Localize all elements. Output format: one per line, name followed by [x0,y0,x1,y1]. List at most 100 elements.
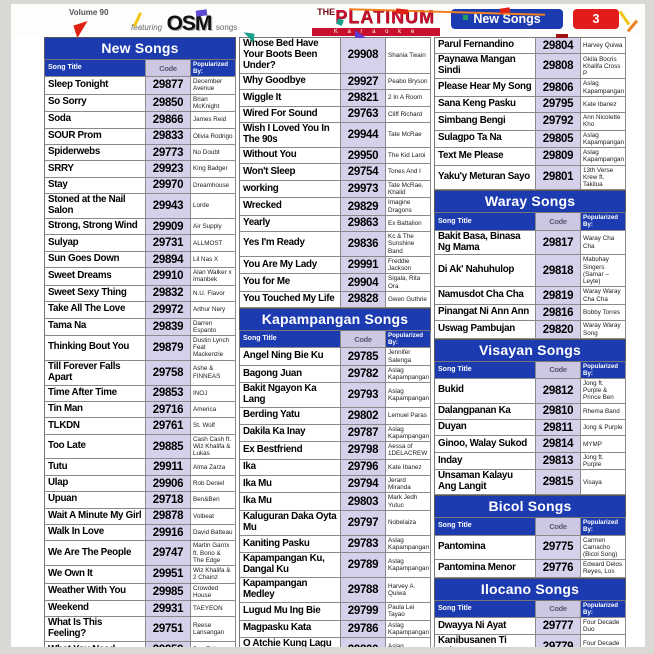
song-artist: Kate Ibanez [581,96,626,114]
song-title: Stay [45,177,146,195]
song-row: Sweet Sexy Thing 29832 N.U. Flavor [45,285,236,303]
song-artist: Ben&Ben [191,492,236,509]
song-title: Upuan [45,492,146,509]
song-artist: Lemuel Paras [386,408,431,425]
song-row: Sleep Tonight 29877 December Avenue [45,77,236,95]
volume-label: Volume 90 [69,8,109,17]
song-title: Dakila Ka Inay [240,424,341,443]
song-code: 29818 [536,255,581,288]
song-code: 29718 [146,492,191,509]
song-title: Parul Fernandino [435,38,536,55]
song-artist: Alan Walker x Imanbek [191,268,236,286]
column-header-code: Code [536,518,581,536]
song-row: TLKDN 29761 St. Wolf [45,418,236,435]
table-header-row: Song Title Code Popularized By: [435,600,626,618]
song-code: 29911 [146,459,191,476]
song-title: Till Forever Falls Apart [45,360,146,386]
logo-platinum: PLATINUM [335,7,435,27]
song-title: Take All The Love [45,302,146,319]
song-code: 29879 [146,335,191,361]
song-title: Ika Mu [240,476,341,494]
song-artist: Cash Cash ft. Wiz Khalifa & Lukas [191,434,236,460]
song-row: Thinking Bout You 29879 Dustin Lynch Feat … [45,335,236,361]
song-title: Sleep Tonight [45,77,146,95]
song-title: SOUR Prom [45,128,146,145]
song-artist: Sigala, Rita Ora [386,274,431,292]
song-artist: Harvey A. Quiwa [386,578,431,604]
song-row: Uswag Pambujan 29820 Waray Waray Song [435,321,626,339]
song-title: Pantomina [435,535,536,561]
song-table: Whose Bed Have Your Boots Been Under? 299… [239,37,431,309]
confetti-purple-triangle [355,30,366,38]
song-title: What You Need [45,642,146,647]
song-row: Yaku'y Meturan Sayo 29801 13th Verse Krew … [435,165,626,191]
song-code: 29931 [146,601,191,618]
song-code: 29802 [341,408,386,425]
song-table: Song Title Code Popularized By: Angel Ning … [239,330,431,647]
song-title: Ginoo, Walay Sukod [435,436,536,453]
song-row: Ika 29796 Kate Ibanez [240,459,431,476]
song-artist: Gkila Bocris Khalifa Cross P [581,54,626,80]
song-title: Angel Ning Bie Ku [240,348,341,366]
song-title: Ika Mu [240,493,341,511]
song-table: Song Title Code Popularized By: Bakit Basa,… [434,212,626,339]
song-title: Won't Sleep [240,164,341,181]
song-title: We Own It [45,566,146,584]
song-row: Weekend 29931 TAEYEON [45,601,236,618]
song-code: 29783 [341,535,386,554]
song-code: 29927 [341,73,386,91]
song-title: Time After Time [45,385,146,402]
song-row: Upuan 29718 Ben&Ben [45,492,236,509]
song-artist: James Reid [191,112,236,129]
song-artist: Kc & The Sunshine Band [386,232,431,257]
song-title: Text Me Please [435,148,536,166]
song-code: 29985 [146,583,191,602]
song-title: Sulagpo Ta Na [435,130,536,149]
song-code: 29866 [146,112,191,129]
song-artist: Shania Twain [386,38,431,74]
song-code: 29833 [146,128,191,145]
song-code: 29813 [536,452,581,471]
song-row: Unsaman Kalayu Ang Langit 29815 Visaya [435,470,626,496]
song-title: Inday [435,452,536,471]
song-row: Text Me Please 29809 Aslag Kapampangan [435,148,626,166]
song-row: Till Forever Falls Apart 29758 Ashe & FINN… [45,360,236,386]
song-column-1: New Songs Song Title Code Popularized By: Sl… [44,37,236,647]
song-title: Yearly [240,215,341,233]
song-title: Kaluguran Daka Oyta Mu [240,510,341,536]
song-code: 29839 [146,318,191,336]
song-artist: Tate McRae [386,123,431,149]
song-title: Ulap [45,475,146,493]
song-artist: Aessa of 1DELACREW [386,442,431,460]
song-artist: St. Wolf [191,418,236,435]
song-title: O Atchie Kung Lagu Lagu [240,638,341,647]
song-row: Wait A Minute My Girl 29878 Volbeat [45,508,236,526]
song-code: 29972 [146,302,191,319]
song-title: Paynawa Mangan Sindi [435,54,536,80]
songbook-page: Volume 90 featuring OSM songs THEPLATINU… [11,4,645,647]
song-code: 29747 [146,541,191,567]
song-artist: Waray Waray Cha Cha [581,287,626,305]
song-code: 29809 [536,148,581,166]
song-title: TLKDN [45,418,146,435]
song-table: Song Title Code Popularized By: Sleep Tonig… [44,59,236,647]
table-header-row: Song Title Code Popularized By: [435,213,626,231]
song-row: Kapampangan Medley 29788 Harvey A. Quiwa [240,578,431,604]
song-artist: Mabuhay Singers (Samar – Leyte) [581,255,626,288]
song-artist: Harvey Quiwa [581,38,626,55]
table-header-row: Song Title Code Popularized By: [435,518,626,536]
song-code: 29863 [341,215,386,233]
song-row: Sun Goes Down 29894 Lil Nas X [45,251,236,269]
song-code: 29909 [146,219,191,236]
song-code: 29776 [536,560,581,578]
song-code: 29801 [536,165,581,191]
song-artist: Aslag Kapampangan [386,424,431,443]
song-title: Walk In Love [45,525,146,542]
table-header-row: Song Title Code Popularized By: [435,361,626,379]
song-code: 29803 [341,493,386,511]
song-artist: Nobelaiza [386,510,431,536]
osm-logo: OSM [166,12,213,35]
song-title: Soda [45,112,146,129]
song-row: Paynawa Mangan Sindi 29808 Gkila Bocris Kh… [435,54,626,80]
song-title: Kaniting Pasku [240,535,341,554]
